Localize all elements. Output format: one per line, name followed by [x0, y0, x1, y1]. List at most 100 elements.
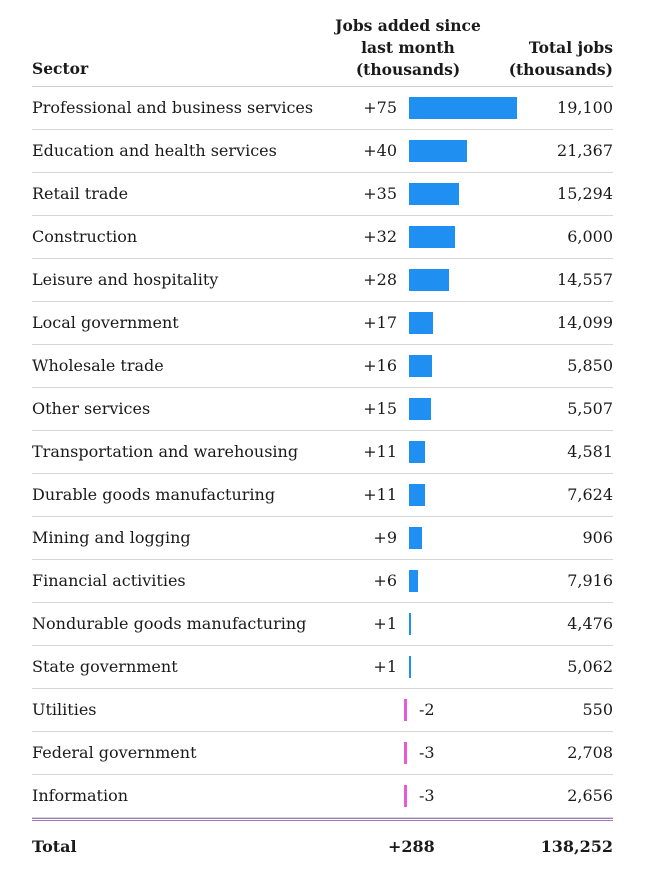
- change-label: +9: [373, 528, 397, 547]
- change-label: -2: [419, 700, 435, 719]
- positive-bar: [409, 656, 411, 678]
- sector-label: Retail trade: [32, 184, 129, 203]
- sector-label: State government: [32, 657, 178, 676]
- sector-label: Construction: [32, 227, 138, 246]
- total-jobs-value: 550: [582, 700, 613, 719]
- negative-bar: [404, 742, 407, 764]
- positive-bar: [409, 613, 411, 635]
- table-row: Construction +32 6,000: [32, 216, 613, 259]
- change-label: +28: [363, 270, 397, 289]
- table-row: Mining and logging +9 906: [32, 517, 613, 560]
- table-header: Sector Jobs added since last month (thou…: [32, 0, 613, 87]
- sector-label: Leisure and hospitality: [32, 270, 219, 289]
- table-row: Utilities -2 550: [32, 689, 613, 732]
- total-jobs-value: 14,557: [557, 270, 613, 289]
- positive-bar: [409, 398, 431, 420]
- change-label: +11: [363, 485, 397, 504]
- total-label: Total: [32, 837, 77, 856]
- header-jobs-added-line: Jobs added since: [335, 16, 481, 35]
- sector-label: Nondurable goods manufacturing: [32, 614, 307, 633]
- positive-bar: [409, 183, 460, 205]
- positive-bar: [409, 441, 425, 463]
- positive-bar: [409, 484, 425, 506]
- table-row: Transportation and warehousing +11 4,581: [32, 431, 613, 474]
- total-jobs-value: 7,916: [567, 571, 613, 590]
- table-row: Financial activities +6 7,916: [32, 560, 613, 603]
- header-jobs-added: Jobs added since last month (thousands): [328, 15, 488, 81]
- table-row: Wholesale trade +16 5,850: [32, 345, 613, 388]
- positive-bar: [409, 97, 517, 119]
- change-label: +6: [373, 571, 397, 590]
- total-jobs-value: 4,476: [567, 614, 613, 633]
- header-sector: Sector: [32, 59, 89, 78]
- change-label: +40: [363, 141, 397, 160]
- total-jobs-value: 19,100: [557, 98, 613, 117]
- total-jobs-value: 15,294: [557, 184, 613, 203]
- jobs-table: Sector Jobs added since last month (thou…: [32, 0, 613, 871]
- positive-bar: [409, 527, 422, 549]
- header-total-jobs: Total jobs (thousands): [509, 37, 613, 81]
- total-change: +288: [388, 837, 435, 856]
- negative-bar: [404, 785, 407, 807]
- header-total-jobs-line: Total jobs: [528, 38, 613, 57]
- change-label: -3: [419, 786, 435, 805]
- table-row: Professional and business services +75 19,…: [32, 87, 613, 130]
- change-label: +35: [363, 184, 397, 203]
- total-row: Total +288 138,252: [32, 818, 613, 871]
- positive-bar: [409, 226, 456, 248]
- sector-label: Wholesale trade: [32, 356, 164, 375]
- total-jobs-value: 6,000: [567, 227, 613, 246]
- table-row: Education and health services +40 21,367: [32, 130, 613, 173]
- positive-bar: [409, 140, 467, 162]
- change-label: +1: [373, 614, 397, 633]
- total-jobs-value: 2,656: [567, 786, 613, 805]
- total-jobs-value: 14,099: [557, 313, 613, 332]
- total-jobs-value: 5,062: [567, 657, 613, 676]
- sector-label: Transportation and warehousing: [32, 442, 299, 461]
- positive-bar: [409, 312, 434, 334]
- header-total-jobs-line: (thousands): [508, 60, 613, 79]
- header-jobs-added-line: (thousands): [355, 60, 461, 79]
- change-label: -3: [419, 743, 435, 762]
- change-label: +11: [363, 442, 397, 461]
- table-row: Leisure and hospitality +28 14,557: [32, 259, 613, 302]
- sector-label: Financial activities: [32, 571, 186, 590]
- sector-label: Mining and logging: [32, 528, 191, 547]
- sector-label: Other services: [32, 399, 151, 418]
- total-jobs-value: 2,708: [567, 743, 613, 762]
- sector-label: Local government: [32, 313, 179, 332]
- total-jobs-value: 5,850: [567, 356, 613, 375]
- total-jobs-value: 906: [582, 528, 613, 547]
- total-jobs-value: 4,581: [567, 442, 613, 461]
- positive-bar: [409, 355, 433, 377]
- total-jobs-value: 5,507: [567, 399, 613, 418]
- change-label: +17: [363, 313, 397, 332]
- table-row: Nondurable goods manufacturing +1 4,476: [32, 603, 613, 646]
- positive-bar: [409, 570, 418, 592]
- table-row: Information -3 2,656: [32, 775, 613, 818]
- sector-label: Federal government: [32, 743, 197, 762]
- positive-bar: [409, 269, 450, 291]
- total-jobs-value: 21,367: [557, 141, 613, 160]
- change-label: +1: [373, 657, 397, 676]
- sector-label: Education and health services: [32, 141, 277, 160]
- sector-label: Information: [32, 786, 129, 805]
- table-row: Other services +15 5,507: [32, 388, 613, 431]
- table-row: State government +1 5,062: [32, 646, 613, 689]
- change-label: +75: [363, 98, 397, 117]
- table-body: Professional and business services +75 19,…: [32, 87, 613, 818]
- table-row: Federal government -3 2,708: [32, 732, 613, 775]
- sector-label: Utilities: [32, 700, 97, 719]
- table-row: Local government +17 14,099: [32, 302, 613, 345]
- sector-label: Professional and business services: [32, 98, 314, 117]
- table-row: Retail trade +35 15,294: [32, 173, 613, 216]
- sector-label: Durable goods manufacturing: [32, 485, 276, 504]
- header-jobs-added-line: last month: [361, 38, 455, 57]
- table-row: Durable goods manufacturing +11 7,624: [32, 474, 613, 517]
- negative-bar: [404, 699, 407, 721]
- total-jobs-value: 7,624: [567, 485, 613, 504]
- change-label: +16: [363, 356, 397, 375]
- change-label: +32: [363, 227, 397, 246]
- total-jobs: 138,252: [540, 837, 613, 856]
- change-label: +15: [363, 399, 397, 418]
